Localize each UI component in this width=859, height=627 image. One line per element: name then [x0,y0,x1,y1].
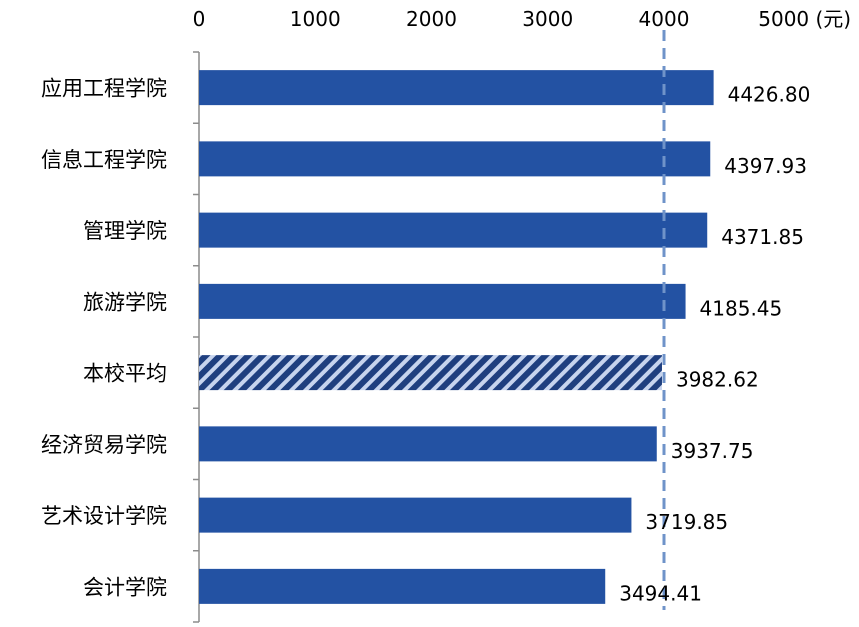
x-tick-label: 5000 (元) [758,7,851,31]
x-tick-label: 0 [193,7,206,31]
labels: 0 1000 2000 3000 4000 5000 (元) 应用工程学院 4426.80 信息… [41,7,851,605]
x-tick-label: 2000 [406,7,457,31]
bar-average [199,355,662,391]
category-label: 信息工程学院 [41,148,167,172]
category-label: 艺术设计学院 [41,504,167,528]
bar [199,426,657,462]
category-label: 经济贸易学院 [41,433,167,457]
category-label: 会计学院 [83,575,167,599]
value-label: 3494.41 [619,581,702,605]
bar [199,141,711,177]
value-label: 4397.93 [724,154,807,178]
x-tick-label: 1000 [290,7,341,31]
bars [199,70,714,604]
axis-layer [193,51,200,623]
bar [199,70,714,106]
x-tick-label: 4000 [639,7,690,31]
category-label: 旅游学院 [83,290,167,314]
bar [199,212,708,248]
value-label: 4185.45 [700,296,783,320]
value-label: 3719.85 [645,510,728,534]
value-label: 4371.85 [721,225,804,249]
value-label: 3937.75 [671,439,754,463]
value-label: 3982.62 [676,368,759,392]
bar [199,497,632,533]
bar [199,568,606,604]
category-label: 管理学院 [83,219,167,243]
category-label: 应用工程学院 [41,77,167,101]
value-label: 4426.80 [728,83,811,107]
category-label: 本校平均 [83,362,167,386]
bar [199,283,686,319]
x-tick-label: 3000 [522,7,573,31]
